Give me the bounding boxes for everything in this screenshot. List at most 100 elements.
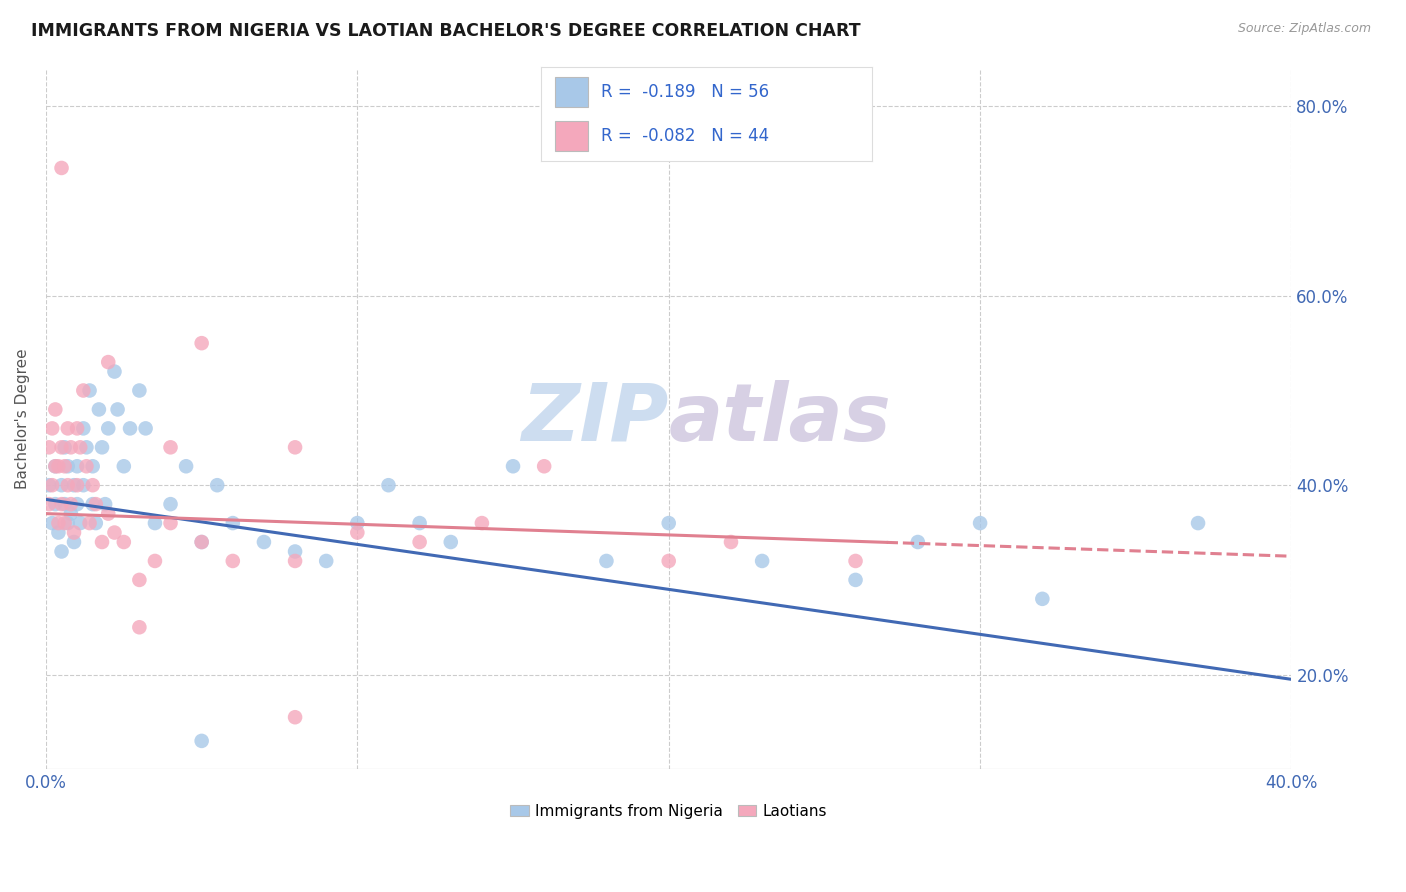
Point xyxy=(103,525,125,540)
Point xyxy=(59,440,82,454)
Point xyxy=(533,459,555,474)
Point xyxy=(408,516,430,530)
Point xyxy=(63,535,86,549)
Point xyxy=(59,507,82,521)
Point xyxy=(48,516,70,530)
Point xyxy=(844,554,866,568)
Point xyxy=(48,525,70,540)
Point xyxy=(1031,591,1053,606)
Text: ZIP: ZIP xyxy=(522,380,669,458)
Point xyxy=(63,478,86,492)
Point xyxy=(190,336,212,351)
Point xyxy=(969,516,991,530)
FancyBboxPatch shape xyxy=(554,78,588,107)
Point xyxy=(190,535,212,549)
Point xyxy=(84,516,107,530)
Point xyxy=(159,516,181,530)
Point xyxy=(72,421,94,435)
Text: R =  -0.189   N = 56: R = -0.189 N = 56 xyxy=(600,83,769,101)
Text: R =  -0.082   N = 44: R = -0.082 N = 44 xyxy=(600,128,769,145)
Point xyxy=(190,734,212,748)
Point xyxy=(284,544,307,558)
Point xyxy=(63,525,86,540)
Y-axis label: Bachelor's Degree: Bachelor's Degree xyxy=(15,349,30,489)
Point xyxy=(377,478,399,492)
Text: IMMIGRANTS FROM NIGERIA VS LAOTIAN BACHELOR'S DEGREE CORRELATION CHART: IMMIGRANTS FROM NIGERIA VS LAOTIAN BACHE… xyxy=(31,22,860,40)
Point xyxy=(44,459,66,474)
Point xyxy=(284,710,307,724)
Point xyxy=(38,497,60,511)
Point xyxy=(72,384,94,398)
Point xyxy=(82,478,104,492)
Point xyxy=(66,478,89,492)
Point xyxy=(53,440,76,454)
Point xyxy=(118,421,141,435)
Point xyxy=(143,554,166,568)
Point xyxy=(97,355,120,369)
Point xyxy=(51,544,73,558)
Point xyxy=(222,554,245,568)
Point xyxy=(408,535,430,549)
Point xyxy=(658,554,681,568)
Point xyxy=(38,478,60,492)
Point xyxy=(75,459,97,474)
Point xyxy=(128,620,150,634)
Point xyxy=(66,497,89,511)
Point xyxy=(56,478,79,492)
Point xyxy=(595,554,617,568)
Point xyxy=(103,365,125,379)
Point xyxy=(59,497,82,511)
Point xyxy=(128,384,150,398)
Point xyxy=(159,497,181,511)
Text: atlas: atlas xyxy=(669,380,891,458)
Point xyxy=(82,497,104,511)
Point xyxy=(51,497,73,511)
Point xyxy=(112,459,135,474)
Point xyxy=(284,440,307,454)
Point xyxy=(56,459,79,474)
Point xyxy=(720,535,742,549)
Point xyxy=(66,459,89,474)
Point xyxy=(844,573,866,587)
Point xyxy=(440,535,463,549)
Point xyxy=(53,516,76,530)
FancyBboxPatch shape xyxy=(554,121,588,152)
Point xyxy=(53,497,76,511)
Point xyxy=(97,507,120,521)
Point xyxy=(51,161,73,175)
Point xyxy=(751,554,773,568)
Point xyxy=(38,440,60,454)
Point xyxy=(91,440,114,454)
Point xyxy=(346,516,368,530)
Point xyxy=(315,554,337,568)
Point xyxy=(346,525,368,540)
Point xyxy=(222,516,245,530)
Point xyxy=(159,440,181,454)
Point xyxy=(253,535,276,549)
Point xyxy=(79,384,101,398)
Point xyxy=(97,421,120,435)
Point xyxy=(53,459,76,474)
Point xyxy=(41,516,63,530)
Point xyxy=(107,402,129,417)
Point xyxy=(471,516,494,530)
Point xyxy=(69,516,91,530)
Point xyxy=(41,478,63,492)
Point xyxy=(907,535,929,549)
Point xyxy=(94,497,117,511)
Point xyxy=(84,497,107,511)
Point xyxy=(658,516,681,530)
Point xyxy=(87,402,110,417)
Point xyxy=(284,554,307,568)
Point xyxy=(69,440,91,454)
Point xyxy=(44,402,66,417)
Point xyxy=(41,421,63,435)
Legend: Immigrants from Nigeria, Laotians: Immigrants from Nigeria, Laotians xyxy=(505,797,834,825)
Point xyxy=(56,421,79,435)
Point xyxy=(51,440,73,454)
Point xyxy=(1187,516,1209,530)
Point xyxy=(128,573,150,587)
Text: Source: ZipAtlas.com: Source: ZipAtlas.com xyxy=(1237,22,1371,36)
Point xyxy=(82,459,104,474)
Point xyxy=(190,535,212,549)
